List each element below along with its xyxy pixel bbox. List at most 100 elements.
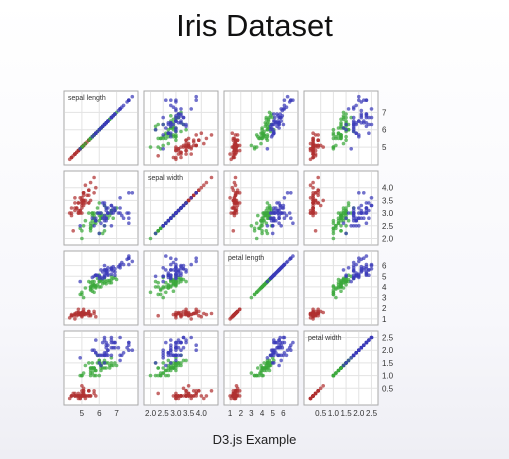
point-virginica: [118, 266, 122, 270]
point-versicolor: [341, 211, 346, 215]
point-virginica: [341, 268, 346, 272]
point-virginica: [116, 345, 121, 350]
point-virginica: [265, 279, 270, 284]
point-versicolor: [341, 114, 346, 118]
point-virginica: [109, 224, 114, 228]
point-versicolor: [334, 143, 338, 148]
point-versicolor: [339, 284, 343, 288]
point-versicolor: [92, 211, 96, 215]
point-setosa: [194, 394, 198, 398]
cell-sl-vs-pw: [63, 330, 139, 406]
point-setosa: [202, 183, 206, 187]
point-versicolor: [161, 371, 165, 375]
point-virginica: [351, 213, 356, 218]
point-versicolor: [156, 280, 160, 285]
point-versicolor: [158, 373, 163, 378]
point-virginica: [364, 264, 369, 269]
point-virginica: [127, 262, 131, 267]
point-virginica: [127, 343, 131, 348]
point-versicolor: [166, 141, 171, 146]
point-versicolor: [97, 373, 102, 378]
point-virginica: [100, 124, 105, 129]
point-virginica: [369, 122, 374, 127]
point-setosa: [197, 188, 201, 192]
point-virginica: [289, 348, 293, 353]
point-setosa: [88, 180, 93, 185]
point-virginica: [291, 340, 295, 345]
point-virginica: [106, 119, 110, 123]
point-virginica: [282, 216, 287, 220]
point-virginica: [275, 270, 279, 274]
point-versicolor: [341, 206, 346, 210]
point-versicolor: [254, 221, 259, 225]
y-tick-label-pl: 2: [382, 304, 387, 313]
point-versicolor: [99, 285, 103, 289]
point-setosa: [202, 141, 206, 146]
point-setosa: [231, 136, 236, 141]
point-versicolor: [184, 358, 188, 363]
trait-label-pl: petal length: [228, 255, 264, 262]
point-setosa: [189, 396, 193, 401]
point-virginica: [289, 98, 293, 102]
point-virginica: [181, 345, 186, 350]
point-versicolor: [261, 366, 265, 370]
point-versicolor: [261, 373, 265, 378]
point-setosa: [88, 394, 93, 398]
x-tick-label-sw: 3.5: [183, 409, 195, 418]
point-virginica: [268, 127, 273, 132]
point-setosa: [308, 141, 313, 146]
point-versicolor: [179, 361, 183, 365]
point-virginica: [364, 270, 369, 274]
point-versicolor: [174, 368, 178, 373]
point-virginica: [164, 221, 168, 225]
point-versicolor: [331, 221, 336, 225]
point-versicolor: [346, 201, 351, 205]
point-versicolor: [344, 208, 348, 213]
point-versicolor: [156, 229, 160, 233]
point-versicolor: [344, 119, 348, 123]
point-virginica: [166, 353, 171, 358]
point-setosa: [197, 138, 201, 142]
point-setosa: [78, 196, 82, 200]
y-tick-label-pl: 3: [382, 294, 387, 303]
point-versicolor: [171, 281, 176, 286]
point-virginica: [174, 257, 178, 262]
point-versicolor: [81, 143, 86, 148]
point-setosa: [194, 307, 198, 312]
point-setosa: [311, 201, 315, 205]
point-virginica: [161, 353, 165, 358]
point-setosa: [316, 307, 321, 312]
point-setosa: [186, 313, 191, 318]
point-virginica: [364, 221, 369, 225]
point-virginica: [357, 119, 361, 123]
point-virginica: [282, 351, 287, 355]
point-virginica: [364, 340, 369, 345]
point-versicolor: [164, 373, 168, 378]
point-virginica: [275, 124, 279, 129]
point-virginica: [357, 134, 361, 139]
y-tick-label-pw: 1.5: [382, 359, 394, 368]
point-versicolor: [334, 295, 338, 300]
point-virginica: [176, 268, 181, 272]
point-virginica: [164, 254, 168, 258]
point-virginica: [127, 216, 131, 220]
point-virginica: [169, 103, 173, 108]
point-virginica: [174, 340, 178, 345]
point-setosa: [186, 391, 191, 396]
point-virginica: [275, 345, 279, 350]
point-virginica: [357, 94, 361, 99]
point-setosa: [316, 138, 321, 142]
point-setosa: [316, 133, 321, 137]
point-virginica: [161, 348, 165, 353]
point-setosa: [204, 136, 209, 141]
point-virginica: [275, 201, 279, 205]
point-virginica: [97, 361, 102, 365]
point-virginica: [121, 262, 126, 267]
point-versicolor: [164, 131, 168, 135]
point-virginica: [349, 356, 354, 360]
point-setosa: [232, 180, 237, 185]
point-setosa: [197, 313, 201, 318]
point-virginica: [169, 98, 173, 102]
point-virginica: [176, 345, 181, 350]
point-virginica: [282, 335, 287, 340]
